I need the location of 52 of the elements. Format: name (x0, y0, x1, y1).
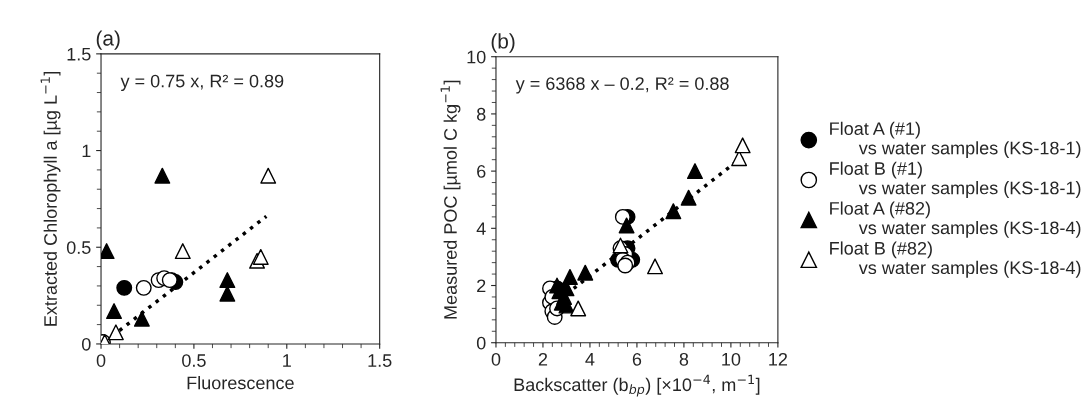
legend-label: Float B (#82) vs water samples (KS-18-4) (830, 241, 1081, 278)
point (252, 248, 269, 265)
chart-title: (b) (491, 33, 515, 53)
x-tick-label: 0.5 (182, 354, 206, 367)
point (107, 324, 124, 341)
y-tick-label: 10 (467, 50, 486, 64)
legend-label: Float A (#1) vs water samples (KS-18-1) (830, 121, 1081, 159)
x-tick-label: 2 (538, 352, 548, 366)
point (561, 268, 578, 285)
x-tick-label: 4 (585, 353, 595, 366)
y-tick-label: 0 (81, 337, 91, 351)
point (734, 137, 751, 154)
y-tick-label: 0 (476, 336, 486, 350)
point (106, 303, 123, 320)
x-tick-label: 10 (722, 352, 741, 366)
y-axis-title: Measured POC [µmol C kg$^{−1}$] (440, 80, 461, 319)
y-tick-label: 4 (476, 222, 486, 235)
y-tick-label: 0.5 (66, 241, 91, 254)
x-tick-label: 1 (283, 354, 291, 367)
point (260, 167, 277, 184)
y-tick-label: 6 (477, 165, 486, 178)
y-tick-label: 1 (82, 144, 91, 158)
point (133, 310, 150, 327)
point (174, 243, 191, 260)
point (577, 264, 594, 281)
point (135, 279, 152, 296)
point (116, 279, 133, 296)
x-axis-title: Backscatter (b$_{bp}$) [×10$^{−4}$, m$^{−1}$] (514, 374, 760, 397)
x-tick-label: 0 (96, 354, 106, 367)
point (570, 300, 587, 317)
point (154, 167, 171, 184)
chart-title: (a) (96, 30, 120, 50)
point (686, 163, 703, 180)
x-tick-label: 1.5 (368, 354, 392, 367)
y-tick-label: 1.5 (67, 47, 91, 61)
legend-label: Float A (#82) vs water samples (KS-18-4) (830, 201, 1081, 238)
y-axis-title: Extracted Chlorophyll a [µg L$^{−1}$] (40, 71, 61, 326)
point (665, 203, 682, 220)
y-tick-label: 2 (477, 279, 486, 293)
point (618, 217, 635, 234)
point (647, 258, 663, 275)
y-tick-label: 8 (476, 107, 486, 121)
legend-label: Float B (#1) vs water samples (KS-18-1) (830, 161, 1081, 198)
x-tick-label: 6 (632, 352, 642, 366)
point (680, 189, 697, 206)
x-tick-label: 8 (679, 352, 689, 366)
point (219, 272, 236, 289)
x-tick-label: 0 (491, 352, 501, 366)
annotation: y = 6368 x – 0.2, R² = 0.88 (515, 77, 729, 94)
x-tick-label: 12 (769, 352, 788, 366)
annotation: y = 0.75 x, R² = 0.89 (120, 74, 284, 91)
x-axis-title: Fluorescence (187, 376, 294, 390)
